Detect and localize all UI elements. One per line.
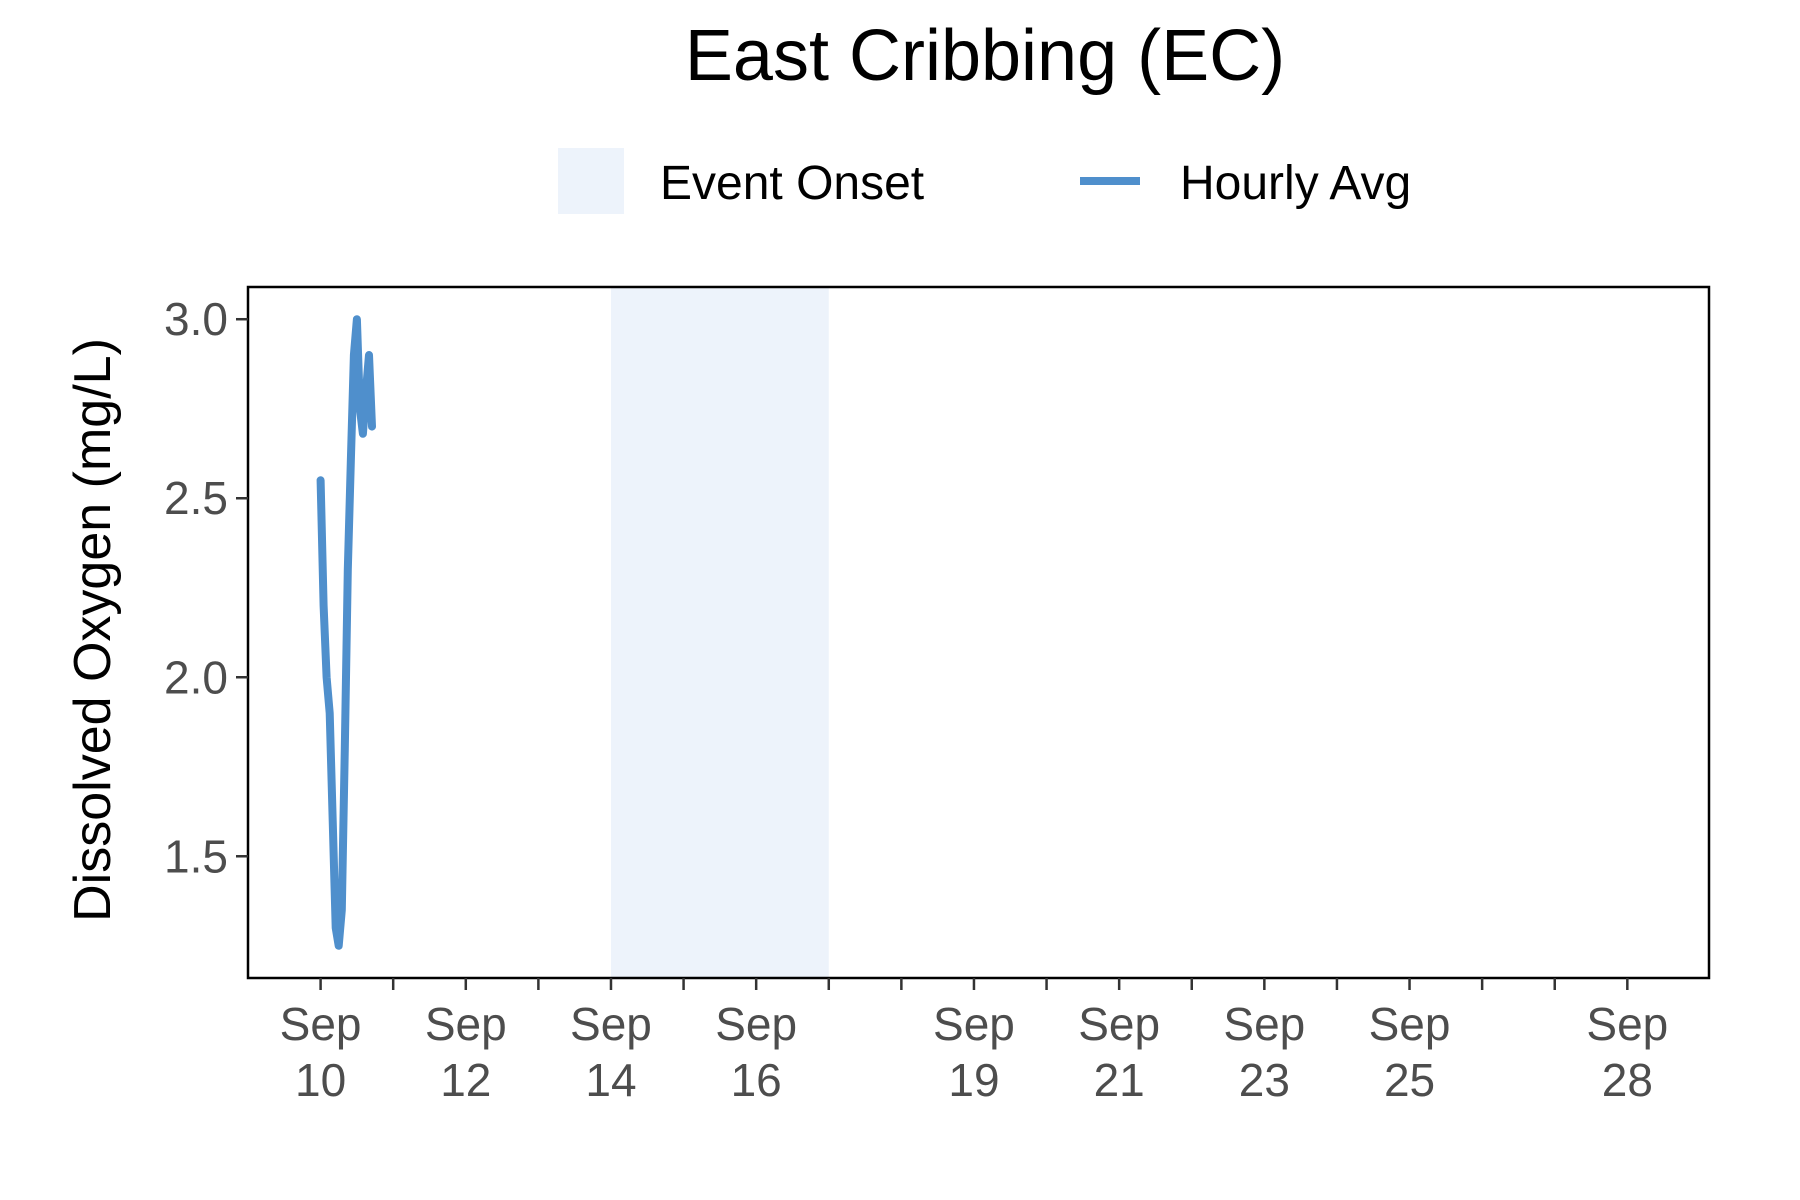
legend-label-event-onset: Event Onset	[660, 157, 924, 210]
x-tick-label-3: Sep 16	[715, 998, 797, 1106]
x-tick-label-5: Sep 21	[1078, 998, 1160, 1106]
x-tick-label-8: Sep 28	[1586, 998, 1668, 1106]
plot-border	[246, 285, 1711, 980]
y-tick-label-0: 1.5	[164, 830, 228, 882]
y-tick-label-2: 2.5	[164, 472, 228, 524]
legend-swatch-event-onset	[558, 148, 624, 214]
x-tick-label-2: Sep 14	[570, 998, 652, 1106]
x-tick-label-6: Sep 23	[1223, 998, 1305, 1106]
plot-area	[246, 285, 1711, 980]
y-axis-title: Dissolved Oxygen (mg/L)	[64, 338, 122, 922]
y-tick-label-3: 3.0	[164, 293, 228, 345]
y-tick-label-1: 2.0	[164, 651, 228, 703]
legend-label-hourly-avg: Hourly Avg	[1180, 157, 1411, 210]
shaded-region-0	[610, 288, 829, 977]
legend: Event Onset Hourly Avg	[558, 148, 1411, 214]
x-tick-label-7: Sep 25	[1369, 998, 1451, 1106]
x-tick-label-1: Sep 12	[425, 998, 507, 1106]
y-axis: 1.5 2.0 2.5 3.0	[164, 293, 248, 882]
x-tick-label-4: Sep 19	[933, 998, 1015, 1106]
x-axis: Sep 10 Sep 12 Sep 14 Sep 16 Sep 19 Sep 21 Sep 23 Sep 25…	[280, 978, 1668, 1106]
x-tick-label-0: Sep 10	[280, 998, 362, 1106]
chart-title: East Cribbing (EC)	[685, 16, 1285, 96]
shaded-regions	[610, 288, 829, 977]
series-line-hourly-avg	[316, 315, 376, 950]
